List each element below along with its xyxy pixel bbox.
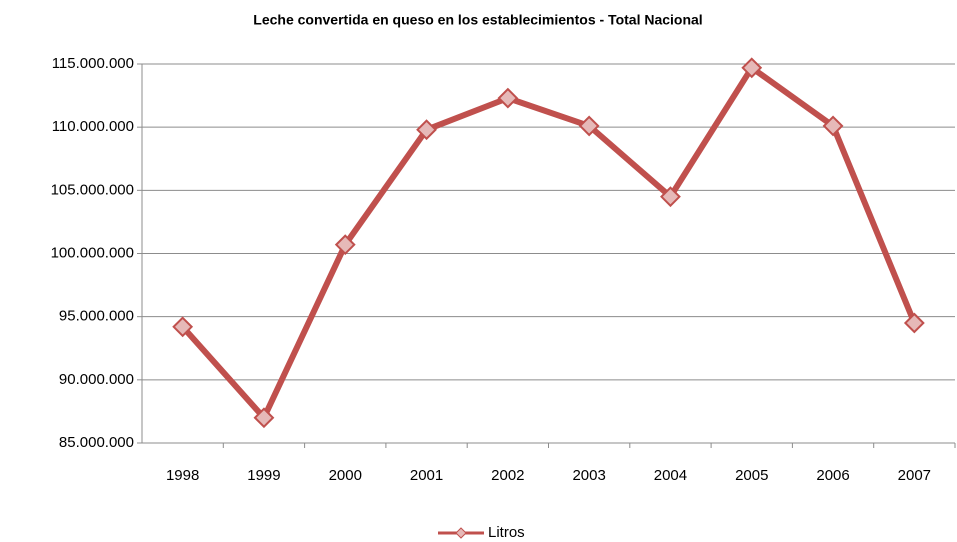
point-marker bbox=[903, 312, 925, 334]
x-tick-label: 2005 bbox=[735, 467, 768, 484]
line bbox=[180, 64, 918, 421]
y-tick-label: 90.000.000 bbox=[59, 371, 134, 388]
y-tick-label: 110.000.000 bbox=[52, 118, 134, 135]
point-marker bbox=[497, 87, 519, 109]
y-tick-label: 95.000.000 bbox=[59, 308, 134, 325]
point-marker bbox=[660, 186, 681, 208]
y-tick-label: 85.000.000 bbox=[59, 434, 134, 451]
y-tick-label: 105.000.000 bbox=[51, 181, 134, 198]
chart-title: Leche convertida en queso en los estable… bbox=[253, 12, 702, 28]
x-tick-label: 2000 bbox=[329, 467, 362, 484]
x-tick-label: 2001 bbox=[410, 467, 443, 484]
point-marker bbox=[578, 115, 600, 137]
point-marker bbox=[334, 234, 356, 256]
point-marker bbox=[172, 316, 194, 338]
point-marker bbox=[822, 115, 844, 137]
legend-label: Litros bbox=[488, 524, 525, 541]
x-tick-label: 2002 bbox=[491, 467, 524, 484]
point-marker bbox=[741, 57, 763, 79]
legend-marker bbox=[455, 527, 467, 539]
y-tick-label: 115.000.000 bbox=[52, 55, 134, 72]
x-tick-label: 1998 bbox=[166, 467, 199, 484]
x-tick-label: 2006 bbox=[816, 467, 849, 484]
y-tick-label: 100.000.000 bbox=[51, 244, 134, 261]
point-marker bbox=[253, 407, 275, 429]
x-tick-label: 2003 bbox=[572, 467, 605, 484]
x-tick-label: 2004 bbox=[654, 467, 687, 484]
point-marker bbox=[416, 119, 437, 141]
x-tick-label: 1999 bbox=[247, 467, 280, 484]
x-tick-label: 2007 bbox=[898, 467, 931, 484]
